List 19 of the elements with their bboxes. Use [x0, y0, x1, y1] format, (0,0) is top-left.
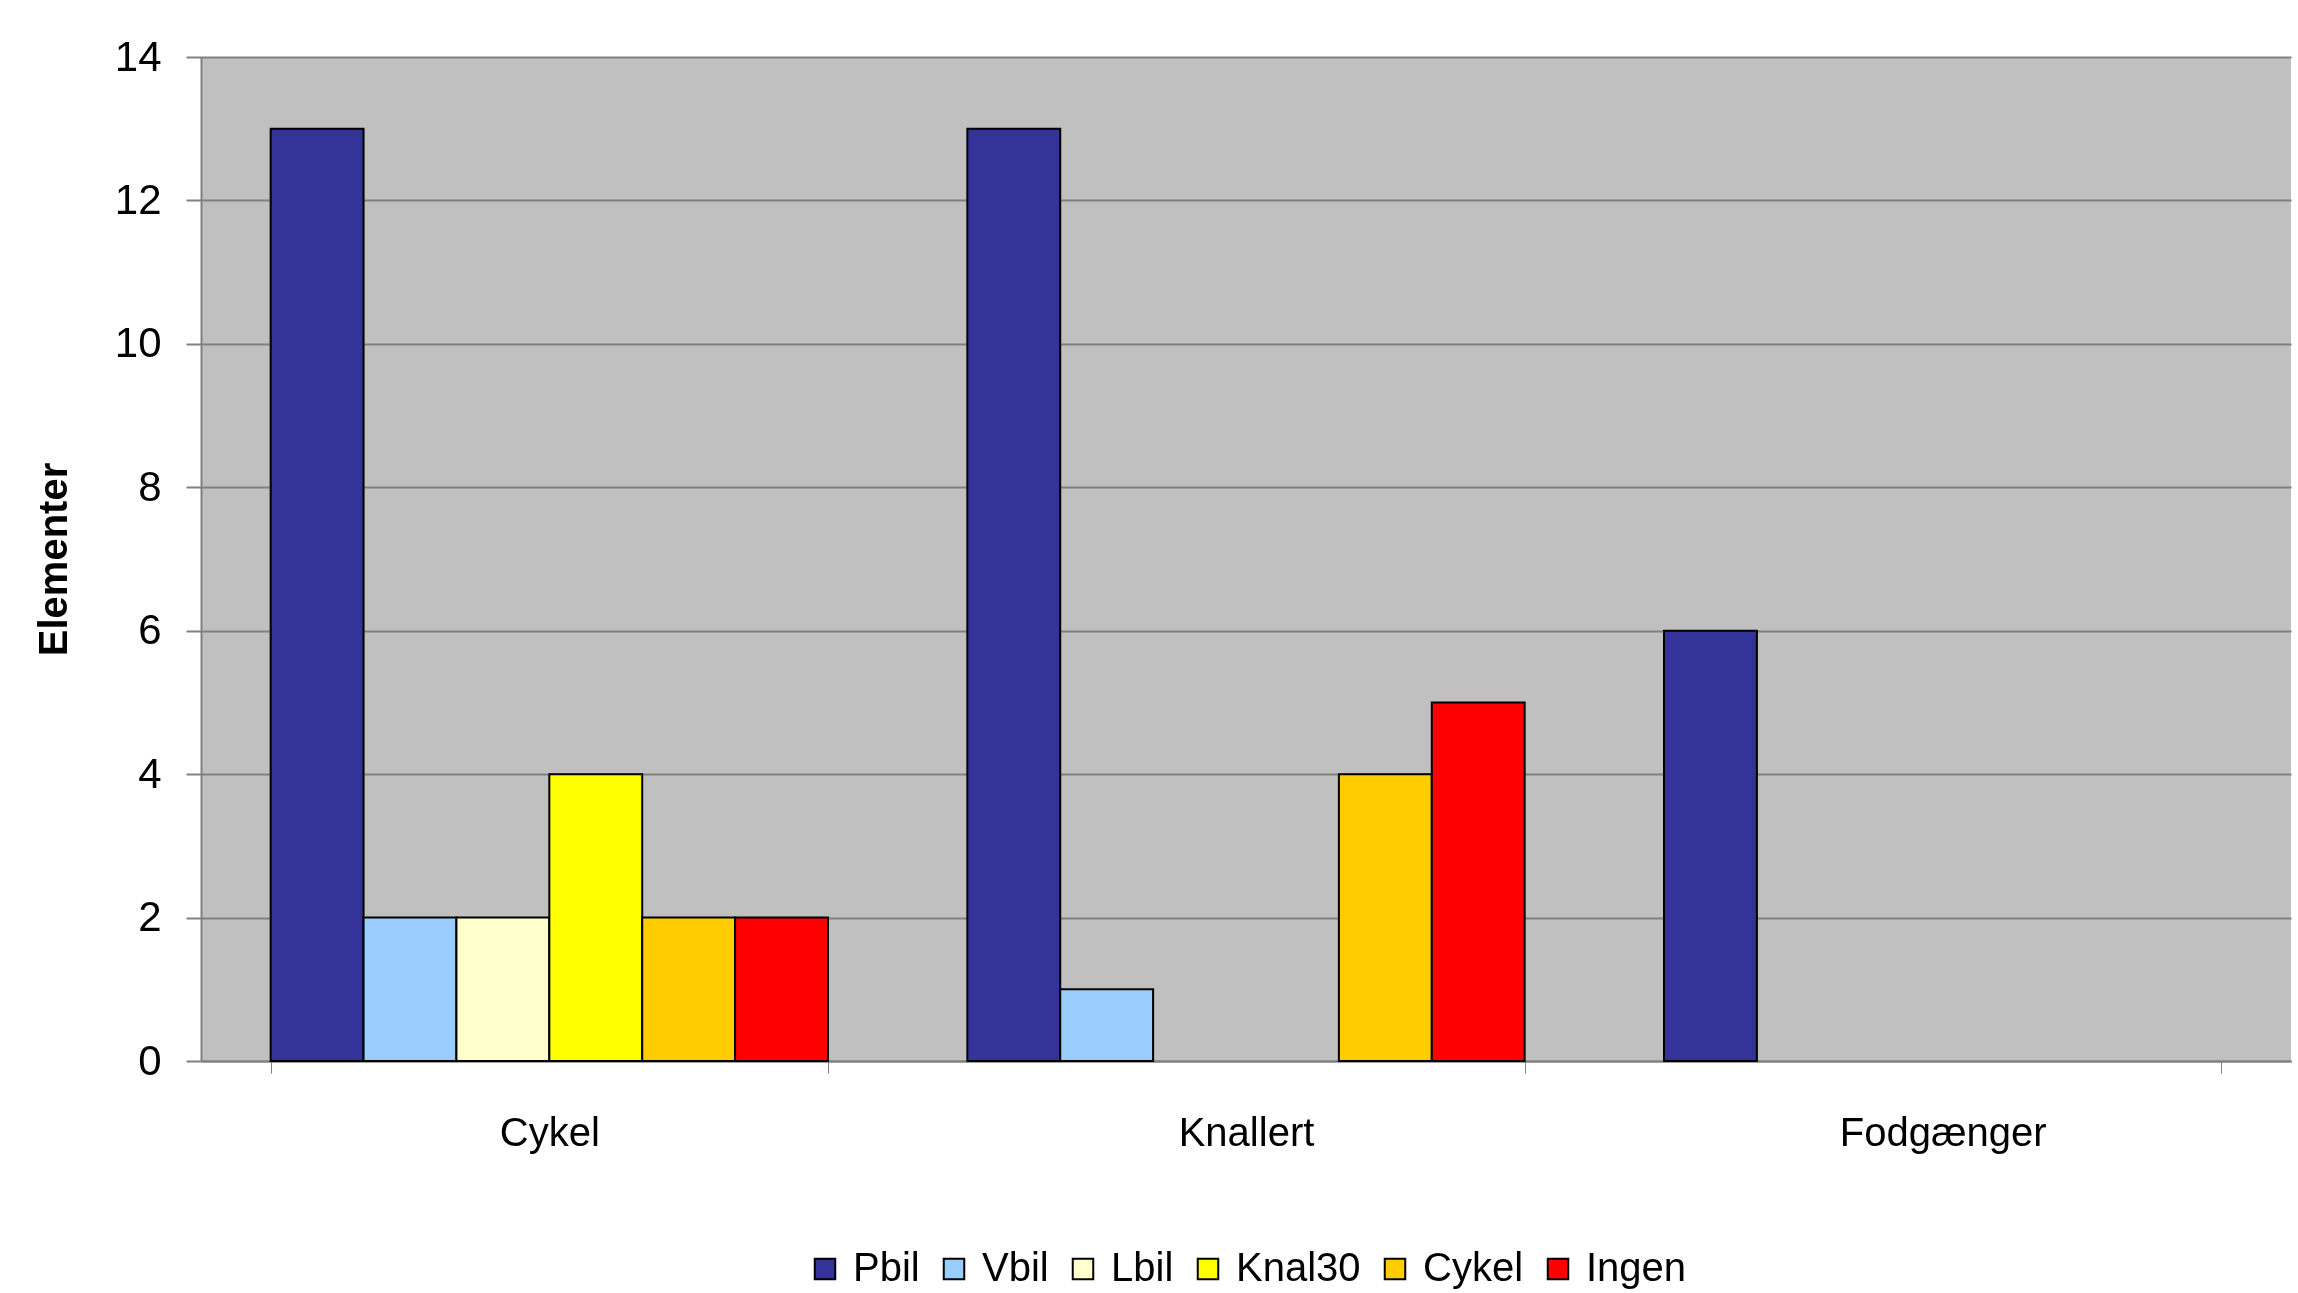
y-tick-label: 10: [114, 319, 162, 367]
y-tick-label: 14: [114, 32, 162, 80]
x-tick-label: Fodgænger: [1839, 1109, 2047, 1154]
y-tick-label: 12: [114, 175, 162, 223]
y-tick-label: 2: [138, 893, 162, 941]
y-axis-title: Elementer: [30, 462, 75, 657]
bar: [1663, 629, 1758, 1062]
legend-label: Cykel: [1423, 1245, 1524, 1289]
x-tick-label: Knallert: [1178, 1109, 1315, 1154]
y-tick-label: 4: [138, 749, 162, 797]
y-tick-label: 6: [138, 606, 162, 654]
legend-label: Vbil: [982, 1245, 1049, 1289]
legend-label: Knal30: [1236, 1245, 1361, 1289]
legend-label: Pbil: [853, 1245, 920, 1289]
y-tick-label: 8: [138, 462, 162, 510]
legend-label: Ingen: [1586, 1245, 1687, 1289]
y-tick-label: 0: [138, 1036, 162, 1084]
legend-label: Lbil: [1111, 1245, 1174, 1289]
x-tick-label: Cykel: [499, 1109, 600, 1154]
